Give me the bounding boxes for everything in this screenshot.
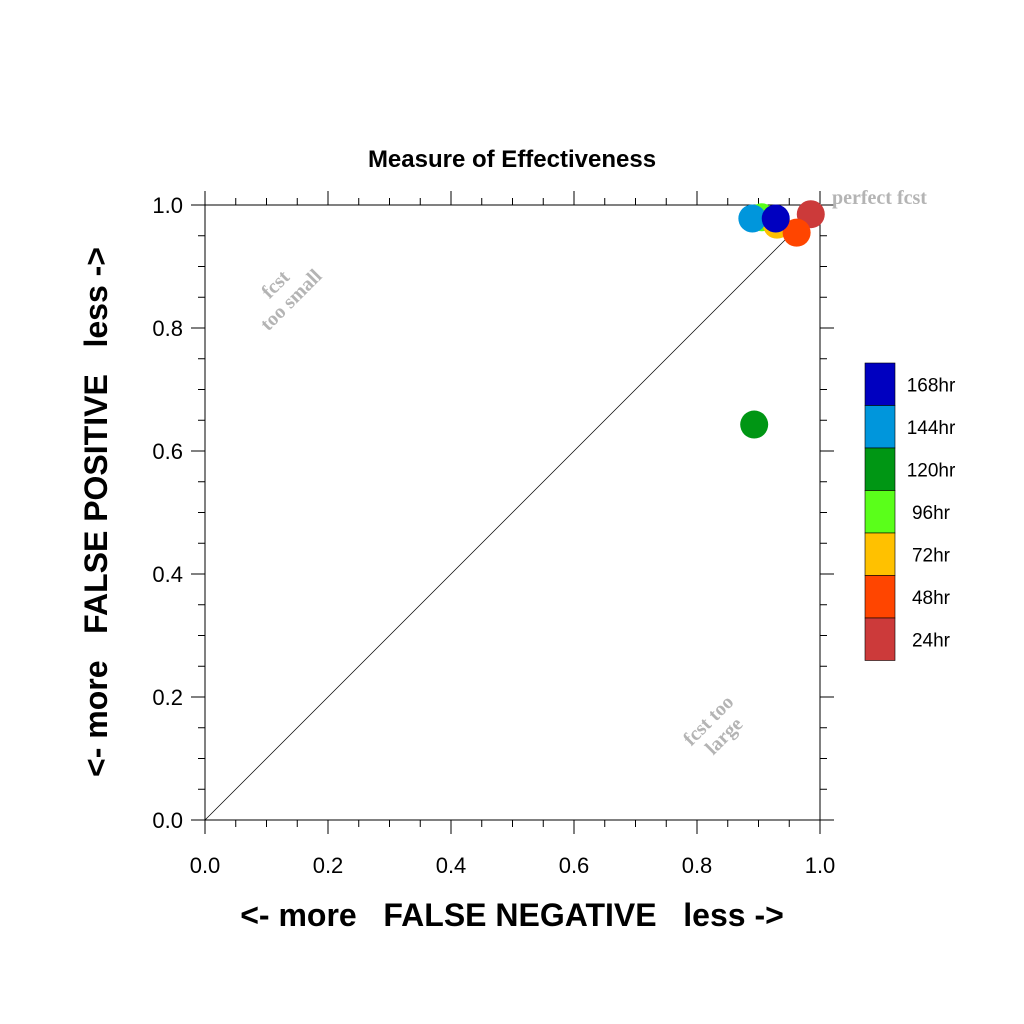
legend-label-48hr: 48hr [912,588,951,609]
x-tick-label: 0.0 [190,853,221,878]
data-point-168hr [761,204,790,233]
legend-swatch-168hr [864,362,896,406]
y-tick-label: 0.0 [152,808,183,833]
legend-swatch-96hr [864,490,896,534]
data-point-120hr [740,410,769,439]
axis-ticks [191,191,834,834]
x-tick-label: 0.6 [559,853,590,878]
diagonal-line [204,204,821,821]
legend-label-24hr: 24hr [912,630,951,651]
annotation-too-small: fcst too small [256,265,326,335]
legend-swatch-48hr [864,575,896,619]
annotation-too-large: fcst too large [679,691,747,759]
legend-swatch-72hr [864,532,896,576]
y-tick-label: 0.6 [152,439,183,464]
x-axis-label: <- more FALSE NEGATIVE less -> [240,897,784,933]
legend: 168hr 144hr 120hr 96hr 72hr 48hr 24hr [864,362,956,661]
x-tick-label: 0.2 [313,853,344,878]
legend-swatch-120hr [864,447,896,491]
y-tick-label: 0.8 [152,316,183,341]
legend-swatch-144hr [864,405,896,449]
data-point-48hr [782,218,811,247]
data-points [738,200,825,439]
x-tick-label: 1.0 [805,853,836,878]
legend-label-144hr: 144hr [907,418,956,439]
legend-label-96hr: 96hr [912,503,951,524]
legend-swatch-24hr [864,617,896,661]
data-point-144hr [738,204,767,233]
tick-labels: 0.0 0.2 0.4 0.6 0.8 1.0 0.0 0.2 0.4 0.6 0.8 1.0 [152,193,835,878]
x-tick-label: 0.8 [682,853,713,878]
legend-label-120hr: 120hr [907,460,956,481]
annotation-perfect-fcst: perfect fcst [832,187,927,209]
y-tick-label: 0.2 [152,685,183,710]
legend-label-72hr: 72hr [912,545,951,566]
chart-title: Measure of Effectiveness [368,146,656,173]
annotation-too-small-line2: too small [256,265,326,335]
y-axis-label: <- more FALSE POSITIVE less -> [78,247,114,777]
legend-label-168hr: 168hr [907,375,956,396]
y-tick-label: 0.4 [152,562,183,587]
y-tick-label: 1.0 [152,193,183,218]
x-tick-label: 0.4 [436,853,467,878]
